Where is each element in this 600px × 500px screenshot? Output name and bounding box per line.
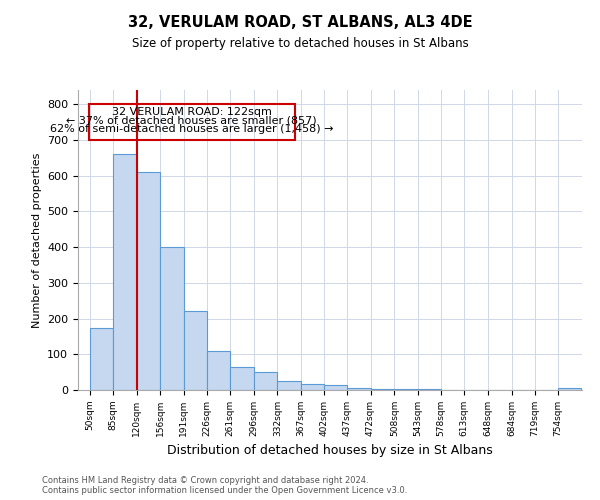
Bar [254, 372, 277, 390]
Bar [207, 350, 230, 390]
Bar [137, 172, 160, 390]
Bar [230, 367, 254, 390]
Bar [324, 384, 347, 390]
Y-axis label: Number of detached properties: Number of detached properties [32, 152, 41, 328]
Text: Size of property relative to detached houses in St Albans: Size of property relative to detached ho… [131, 38, 469, 51]
Text: 62% of semi-detached houses are larger (1,458) →: 62% of semi-detached houses are larger (… [50, 124, 334, 134]
Bar [301, 384, 324, 390]
Bar [371, 389, 394, 390]
Bar [160, 247, 184, 390]
Bar [184, 312, 207, 390]
Bar [347, 388, 371, 390]
X-axis label: Distribution of detached houses by size in St Albans: Distribution of detached houses by size … [167, 444, 493, 458]
Bar [277, 381, 301, 390]
Bar [418, 389, 441, 390]
Bar [113, 154, 137, 390]
Bar [394, 389, 418, 390]
Bar [90, 328, 113, 390]
Text: 32, VERULAM ROAD, ST ALBANS, AL3 4DE: 32, VERULAM ROAD, ST ALBANS, AL3 4DE [128, 15, 472, 30]
Bar [558, 388, 581, 390]
Text: ← 37% of detached houses are smaller (857): ← 37% of detached houses are smaller (85… [67, 116, 317, 126]
Text: 32 VERULAM ROAD: 122sqm: 32 VERULAM ROAD: 122sqm [112, 107, 272, 117]
Text: Contains HM Land Registry data © Crown copyright and database right 2024.
Contai: Contains HM Land Registry data © Crown c… [42, 476, 407, 495]
